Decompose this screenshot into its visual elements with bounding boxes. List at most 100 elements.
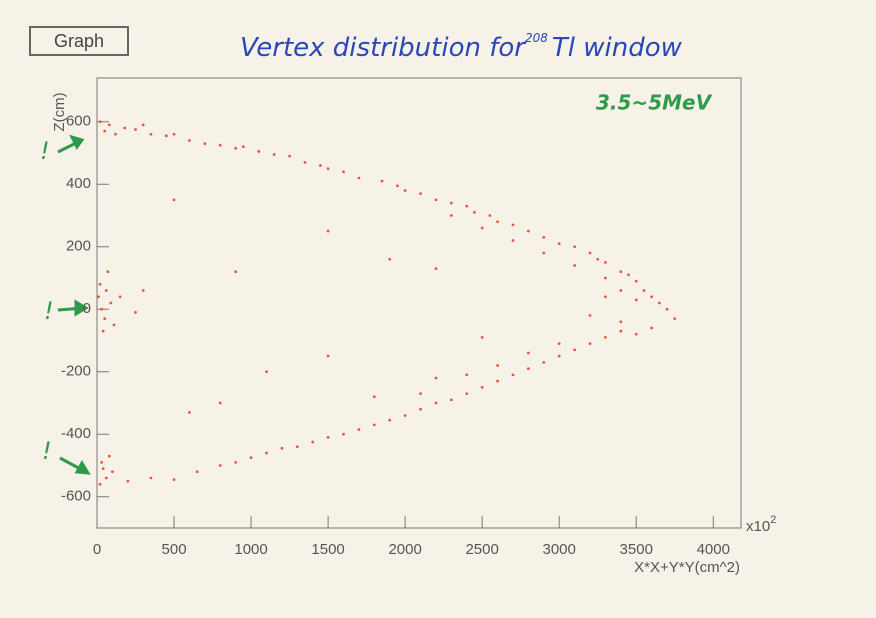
point xyxy=(673,317,677,321)
arrow-head xyxy=(74,299,89,317)
point xyxy=(326,354,330,358)
point xyxy=(372,423,376,427)
point xyxy=(573,264,577,267)
point xyxy=(542,251,546,255)
point xyxy=(342,170,345,174)
y-tick-label: -600 xyxy=(61,488,91,505)
x-tick-label: 1000 xyxy=(234,541,267,558)
point xyxy=(419,392,422,396)
annotation: ! xyxy=(44,297,54,325)
point xyxy=(388,418,392,422)
point xyxy=(465,392,469,396)
x-tick-label: 0 xyxy=(93,541,101,558)
point xyxy=(619,320,623,324)
point xyxy=(123,126,127,130)
title-main: Vertex distribution for xyxy=(240,33,527,63)
point xyxy=(234,270,238,274)
plot-frame xyxy=(96,77,742,529)
point xyxy=(588,342,592,346)
x-tick-label: 3500 xyxy=(620,541,653,558)
point xyxy=(511,223,515,227)
y-tick-label: 400 xyxy=(66,175,91,192)
point xyxy=(141,123,145,127)
point xyxy=(372,395,376,399)
point xyxy=(311,440,315,444)
x-multiplier: x102 xyxy=(746,514,776,535)
point xyxy=(511,239,515,242)
x-tick-label: 1500 xyxy=(311,541,344,558)
point xyxy=(419,407,422,411)
y-tick-label: -400 xyxy=(61,425,91,442)
point xyxy=(134,310,137,314)
point xyxy=(496,220,499,224)
point xyxy=(318,164,322,167)
point xyxy=(388,257,392,261)
x-tick-label: 2500 xyxy=(465,541,498,558)
point xyxy=(573,245,577,249)
point xyxy=(100,307,104,311)
annotation: ! xyxy=(42,437,52,465)
point xyxy=(100,460,104,464)
point xyxy=(596,257,600,261)
title-end: Tl window xyxy=(552,33,683,63)
point xyxy=(380,179,384,183)
point xyxy=(112,323,116,327)
y-tick-label: 200 xyxy=(66,238,91,255)
point xyxy=(342,432,345,436)
point xyxy=(257,150,261,153)
x-tick-label: 3000 xyxy=(543,541,576,558)
point xyxy=(98,120,102,124)
point xyxy=(642,289,646,292)
point xyxy=(511,373,515,377)
point xyxy=(403,189,407,192)
point xyxy=(218,401,222,405)
x-multiplier-base: x10 xyxy=(746,518,770,535)
point xyxy=(107,123,111,127)
frame-label: Graph xyxy=(54,31,104,51)
point xyxy=(496,379,499,383)
point xyxy=(103,317,107,321)
point xyxy=(326,229,330,233)
point xyxy=(97,295,100,299)
y-tick-label: -200 xyxy=(61,363,91,380)
point xyxy=(265,370,268,374)
point xyxy=(203,142,207,146)
point xyxy=(650,326,654,330)
point xyxy=(665,307,669,311)
point xyxy=(218,464,222,467)
point xyxy=(604,335,607,339)
point xyxy=(619,329,623,333)
point xyxy=(542,360,546,364)
point xyxy=(357,428,361,431)
point xyxy=(249,456,253,460)
point xyxy=(650,295,654,299)
point xyxy=(403,414,407,417)
point xyxy=(265,451,268,455)
point xyxy=(449,398,453,402)
point xyxy=(526,367,530,371)
point xyxy=(295,445,299,449)
point xyxy=(303,160,307,164)
point xyxy=(114,132,117,136)
point xyxy=(103,129,107,133)
point xyxy=(542,235,546,239)
point xyxy=(326,167,330,171)
point xyxy=(434,267,438,271)
point xyxy=(149,132,153,136)
point xyxy=(657,301,661,305)
point xyxy=(164,134,168,138)
point xyxy=(109,301,113,305)
x-tick-label: 500 xyxy=(162,541,187,558)
frame-label-box xyxy=(29,26,129,56)
point xyxy=(557,354,561,358)
point xyxy=(604,276,607,280)
y-tick-label: 0 xyxy=(83,300,91,317)
point xyxy=(473,210,476,214)
point xyxy=(98,282,102,286)
point xyxy=(149,476,153,480)
point xyxy=(172,478,176,481)
point xyxy=(218,143,222,147)
